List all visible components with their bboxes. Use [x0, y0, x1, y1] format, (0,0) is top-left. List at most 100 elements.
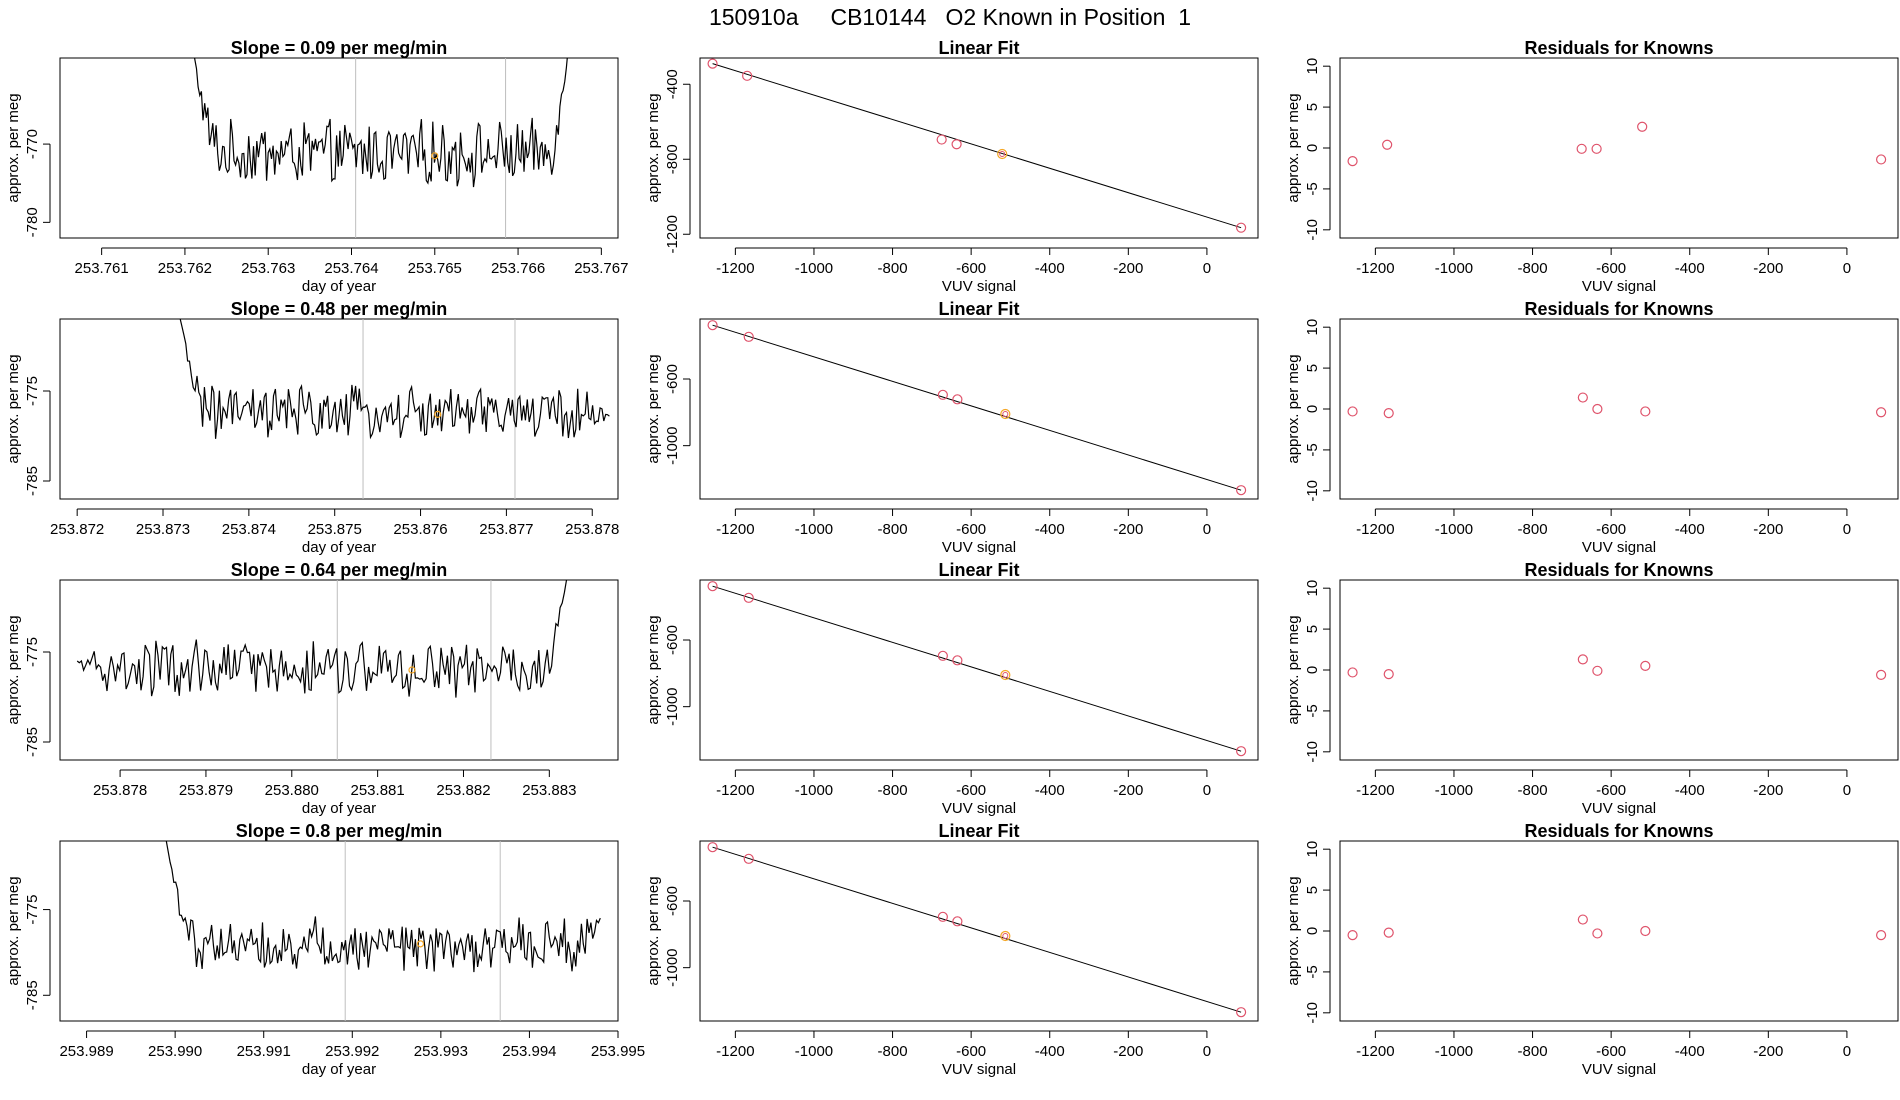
chart-3-data-point [1637, 121, 1648, 132]
chart-3-y-tick-label: 5 [1304, 103, 1321, 111]
chart-9-title: Residuals for Knowns [1524, 560, 1713, 580]
chart-6-x-tick-label: -800 [1518, 521, 1548, 538]
chart-2-data-point [936, 134, 947, 145]
chart-1-plot-frame [59, 57, 619, 239]
chart-5-y-axis-label: approx. per meg [645, 354, 662, 463]
chart-10-x-tick-label: 253.995 [591, 1043, 645, 1060]
chart-6-x-tick-label: -400 [1675, 521, 1705, 538]
chart-8-data-point [1000, 669, 1011, 681]
chart-5-data-point [1236, 485, 1247, 496]
chart-5-x-tick-label: -1000 [795, 521, 833, 538]
chart-6-data-point [1640, 406, 1651, 417]
chart-8-x-tick-label: -800 [878, 782, 908, 799]
chart-6-x-tick-label: -1200 [1356, 521, 1394, 538]
chart-8-x-tick-label: -1000 [795, 782, 833, 799]
chart-3-y-tick-label: 0 [1304, 144, 1321, 152]
chart-6-data-point [1577, 392, 1588, 403]
chart-9-plot-frame [1339, 579, 1899, 761]
chart-6-y-tick-label: -5 [1304, 443, 1321, 456]
chart-12-x-axis-label: VUV signal [1582, 1061, 1656, 1078]
chart-1-x-tick-label: 253.765 [408, 260, 462, 277]
chart-12-y-axis-label: approx. per meg [1285, 876, 1302, 985]
chart-12-x-tick-label: -1200 [1356, 1043, 1394, 1060]
chart-10-series-line [165, 841, 601, 973]
chart-8-x-tick-label: -200 [1113, 782, 1143, 799]
chart-9-data-point [1592, 665, 1603, 676]
chart-8-data-point [1236, 746, 1247, 757]
chart-3-x-tick-label: -1200 [1356, 260, 1394, 277]
chart-1-x-tick-label: 253.763 [241, 260, 295, 277]
chart-3-y-axis-label: approx. per meg [1285, 93, 1302, 202]
chart-11-y-tick-label: -1000 [664, 948, 681, 986]
chart-11-x-tick-label: -200 [1113, 1043, 1143, 1060]
chart-9-y-tick-label: 0 [1304, 666, 1321, 674]
chart-11-data-point [952, 916, 963, 927]
chart-3-x-tick-label: -1000 [1435, 260, 1473, 277]
chart-3-data-point [1382, 139, 1393, 150]
chart-6-title: Residuals for Knowns [1524, 299, 1713, 319]
chart-10-y-axis-label: approx. per meg [5, 876, 22, 985]
chart-10-x-tick-label: 253.990 [148, 1043, 202, 1060]
chart-3-plot-frame [1339, 57, 1899, 239]
chart-1-x-tick-label: 253.766 [491, 260, 545, 277]
chart-12-title: Residuals for Knowns [1524, 821, 1713, 841]
chart-2-x-tick-label: -200 [1113, 260, 1143, 277]
chart-5-title: Linear Fit [938, 299, 1019, 319]
chart-2-plot-frame [699, 57, 1259, 239]
chart-8-y-tick-label: -1000 [664, 687, 681, 725]
chart-4-x-tick-label: 253.874 [222, 521, 276, 538]
chart-2-data-point [997, 148, 1008, 160]
chart-7-x-tick-label: 253.880 [265, 782, 319, 799]
chart-11-data-point-highlight [1002, 933, 1009, 939]
chart-1-y-tick-label: -780 [24, 207, 41, 237]
chart-11-x-tick-label: -800 [878, 1043, 908, 1060]
chart-9-data-point [1347, 667, 1358, 678]
chart-9-data-point [1577, 654, 1588, 665]
chart-2-title: Linear Fit [938, 38, 1019, 58]
chart-8-data-point [743, 592, 754, 603]
chart-5-x-tick-label: -1200 [716, 521, 754, 538]
chart-1-x-tick-label: 253.767 [574, 260, 628, 277]
chart-6-y-tick-label: 0 [1304, 405, 1321, 413]
chart-4-mean-marker [434, 410, 442, 418]
chart-12-x-tick-label: -800 [1518, 1043, 1548, 1060]
chart-9-data-point [1383, 668, 1394, 680]
chart-8-y-tick-label: -600 [664, 625, 681, 655]
chart-11-fit-line [712, 846, 1242, 1013]
chart-10-x-tick-label: 253.992 [325, 1043, 379, 1060]
chart-5-x-axis-label: VUV signal [942, 539, 1016, 556]
chart-12-data-point [1577, 914, 1588, 925]
chart-9-y-tick-label: -10 [1304, 741, 1321, 763]
chart-12-y-tick-label: -5 [1304, 965, 1321, 978]
chart-3-title: Residuals for Knowns [1524, 38, 1713, 58]
chart-2-x-tick-label: -1200 [716, 260, 754, 277]
chart-11-x-tick-label: -600 [956, 1043, 986, 1060]
chart-5-x-tick-label: -400 [1035, 521, 1065, 538]
chart-5-data-point [707, 320, 718, 331]
chart-5-data-point-highlight [1002, 411, 1009, 417]
chart-10-x-tick-label: 253.994 [502, 1043, 556, 1060]
chart-7-x-tick-label: 253.879 [179, 782, 233, 799]
chart-12-y-tick-label: 10 [1304, 841, 1321, 858]
chart-5-data-point [1000, 408, 1011, 420]
chart-4-x-tick-label: 253.872 [50, 521, 104, 538]
chart-8-title: Linear Fit [938, 560, 1019, 580]
chart-5-fit-line [712, 324, 1242, 491]
chart-6-x-tick-label: -600 [1596, 521, 1626, 538]
chart-12-data-point [1640, 925, 1651, 937]
chart-1-x-axis-label: day of year [302, 278, 376, 295]
chart-1-y-tick-label: -770 [24, 129, 41, 159]
chart-4-plot-frame [59, 318, 619, 500]
chart-2-data-point [951, 139, 962, 150]
chart-7-y-tick-label: -775 [24, 637, 41, 667]
chart-2-data-point [707, 58, 718, 69]
chart-11-x-tick-label: -400 [1035, 1043, 1065, 1060]
chart-9-y-tick-label: -5 [1304, 704, 1321, 717]
chart-9-x-tick-label: 0 [1843, 782, 1851, 799]
chart-2-x-tick-label: -400 [1035, 260, 1065, 277]
chart-2-fit-line [712, 63, 1242, 229]
chart-8-x-tick-label: -600 [956, 782, 986, 799]
chart-12-x-tick-label: -1000 [1435, 1043, 1473, 1060]
chart-6-x-tick-label: -200 [1753, 521, 1783, 538]
